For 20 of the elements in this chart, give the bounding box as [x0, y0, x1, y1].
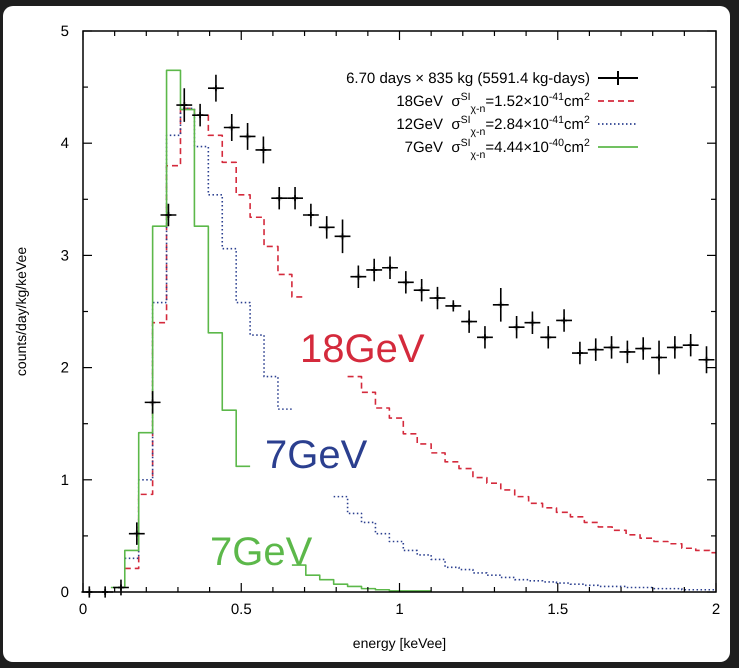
annotation: 18GeV: [300, 327, 425, 371]
x-tick-label: 1: [395, 601, 404, 618]
x-tick-label: 0: [78, 601, 88, 618]
legend-label: 12GeV σ$^{SI}$$_{χ-n}$=2.84×10$^{-41}$cm$^{2}$: [396, 114, 590, 138]
x-axis-title: energy [keVee]: [352, 635, 446, 651]
x-tick-label: 1.5: [547, 601, 568, 618]
annotation: 7GeV: [265, 433, 368, 477]
legend-label: 7GeV σ$^{SI}$$_{χ-n}$=4.44×10$^{-40}$cm$^{2}$: [404, 137, 590, 161]
y-tick-label: 5: [60, 23, 69, 40]
x-tick-label: 2: [712, 601, 720, 618]
y-tick-label: 4: [60, 135, 69, 152]
annotation: 7GeV: [210, 530, 313, 574]
y-tick-label: 1: [60, 472, 69, 489]
y-axis-title: counts/day/kg/keVee: [13, 246, 29, 376]
x-tick-label: 0.5: [230, 601, 252, 618]
legend-label: 6.70 days × 835 kg (5591.4 kg-days): [346, 70, 590, 87]
y-tick-label: 3: [60, 247, 69, 264]
y-tick-label: 0: [60, 584, 69, 601]
legend-label: 18GeV σ$^{SI}$$_{χ-n}$=1.52×10$^{-41}$cm$^{2}$: [396, 91, 590, 115]
y-tick-label: 2: [60, 360, 69, 377]
